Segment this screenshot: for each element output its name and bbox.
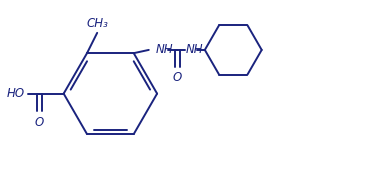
Text: HO: HO [7,87,25,100]
Text: O: O [34,116,44,129]
Text: O: O [172,71,182,84]
Text: NH: NH [185,43,203,56]
Text: CH₃: CH₃ [86,17,108,30]
Text: NH: NH [156,43,174,56]
